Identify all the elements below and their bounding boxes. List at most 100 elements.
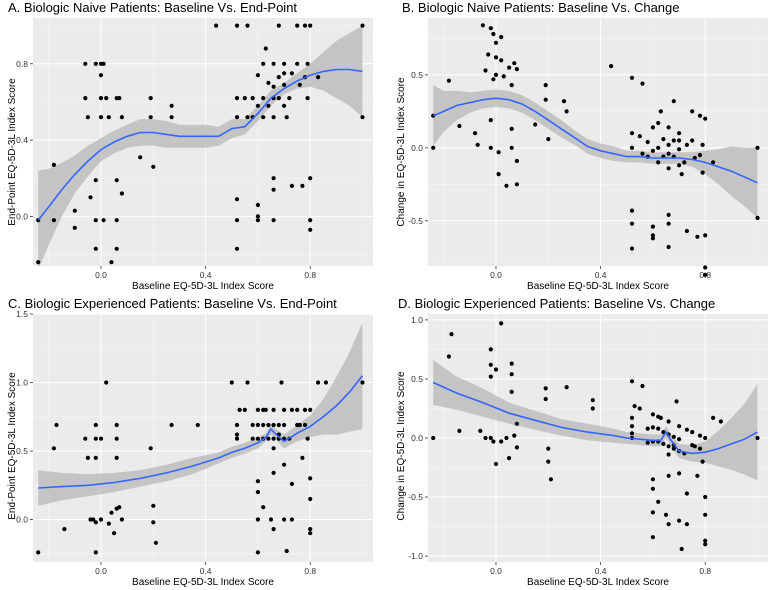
panel-b-data-point xyxy=(629,75,635,80)
panel-a-data-point xyxy=(234,218,240,223)
panel-c-data-point xyxy=(302,407,308,412)
panel-a-data-point xyxy=(138,155,143,160)
panel-c-data-point xyxy=(250,422,255,428)
panel-b-data-point xyxy=(666,125,671,130)
panel-b-data-point xyxy=(656,120,661,126)
panel-b-data-point xyxy=(666,212,671,217)
panel-c-data-point xyxy=(250,436,255,441)
panel-a-data-point xyxy=(308,218,313,223)
panel-b-data-point xyxy=(483,68,488,73)
panel-a-data-point xyxy=(282,103,287,108)
panel-b-data-point xyxy=(629,145,635,150)
panel-b-data-point xyxy=(561,99,567,104)
panel-d-data-point xyxy=(493,461,499,467)
panel-d-data-point xyxy=(674,399,679,404)
panel-a-data-point xyxy=(271,61,276,66)
panel-a-smooth-line xyxy=(37,68,363,221)
panel-b-data-point xyxy=(656,145,661,150)
panel-d-data-point xyxy=(690,430,695,435)
panel-d-data-point xyxy=(431,435,436,441)
panel-a-data-point xyxy=(234,115,240,120)
panel-d-data-point xyxy=(666,473,671,478)
panel-b-data-point xyxy=(514,158,520,164)
panel-d-data-point xyxy=(483,435,488,441)
panel-a-data-point xyxy=(276,75,281,80)
panel-b-data-point xyxy=(629,221,635,226)
panel-a-data-point xyxy=(98,115,104,120)
panel-a-data-point xyxy=(242,96,247,101)
panel-d-data-point xyxy=(700,459,705,464)
panel-a-data-point xyxy=(245,115,250,120)
panel-d-x-tick-label: 0.4 xyxy=(595,566,607,576)
panel-a-data-point xyxy=(114,218,119,223)
panel-b-data-point xyxy=(666,244,671,250)
panel-c-data-point xyxy=(93,455,98,460)
panel-d-data-point xyxy=(677,518,682,523)
panel-c-data-point xyxy=(62,527,67,532)
panel-b-title: B. Biologic Naive Patients: Baseline Vs.… xyxy=(402,0,680,15)
panel-c-data-point xyxy=(305,436,310,441)
panel-d-data-point xyxy=(656,499,661,504)
panel-c-confidence-band xyxy=(38,322,363,506)
panel-c-data-point xyxy=(51,446,57,451)
panel-b-data-point xyxy=(431,145,436,150)
panel-c-data-point xyxy=(282,422,287,428)
panel-a-data-point xyxy=(255,218,260,223)
panel-a-data-point xyxy=(93,218,98,223)
panel-b-data-point xyxy=(640,81,645,86)
panel-d-data-point xyxy=(677,437,682,442)
panel-c-data-point xyxy=(308,531,313,536)
panel-a-y-tick-label: 0.4 xyxy=(16,135,28,145)
panel-a-data-point xyxy=(72,208,77,213)
panel-d-data-point xyxy=(509,361,514,366)
panel-b-data-point xyxy=(684,142,690,147)
panel-d-data-point xyxy=(658,415,663,420)
panel-c: C. Biologic Experienced Patients: Baseli… xyxy=(7,296,373,588)
panel-a-data-point xyxy=(308,23,313,28)
panel-a-data-point xyxy=(276,23,281,28)
panel-b-data-point xyxy=(514,182,520,187)
panel-c-data-point xyxy=(153,540,158,545)
panel-a-data-point xyxy=(276,96,281,101)
panel-c-data-point xyxy=(360,380,365,385)
panel-b-data-point xyxy=(666,151,671,156)
panel-d-data-point xyxy=(666,419,671,424)
panel-b-data-point xyxy=(658,109,663,114)
panel-b-data-point xyxy=(671,99,676,104)
panel-b-data-point xyxy=(546,137,551,142)
panel-d-data-point xyxy=(449,332,454,337)
panel-b-data-point xyxy=(666,221,671,226)
panel-b-data-point xyxy=(543,83,548,88)
panel-c-data-point xyxy=(297,422,302,428)
panel-c-data-point xyxy=(271,436,276,441)
panel-c-y-tick-label: 0.0 xyxy=(16,515,28,525)
panel-c-data-point xyxy=(234,436,240,441)
panel-c-data-point xyxy=(112,531,117,536)
panel-d-data-point xyxy=(488,347,493,352)
panel-d-data-point xyxy=(645,440,650,445)
panel-a-data-point xyxy=(284,115,289,120)
panel-d-data-point xyxy=(671,446,676,451)
panel-c-x-tick-label: 0.4 xyxy=(200,566,212,576)
panel-b-data-point xyxy=(543,97,548,102)
panel-a-data-point xyxy=(282,61,287,66)
panel-a-data-point xyxy=(106,115,111,120)
panel-c-data-point xyxy=(104,380,109,385)
panel-d-data-point xyxy=(488,374,493,379)
panel-d-data-point xyxy=(684,491,690,496)
panel-b-y-tick-label: 0.5 xyxy=(411,70,423,80)
panel-d-x-tick-label: 0.0 xyxy=(490,566,502,576)
panel-d-data-point xyxy=(703,538,708,543)
panel-c-data-point xyxy=(93,436,98,441)
panel-d-data-point xyxy=(645,426,650,431)
panel-b-data-point xyxy=(496,150,501,155)
panel-c-data-point xyxy=(255,407,260,412)
panel-c-data-point xyxy=(289,407,294,412)
panel-c-data-point xyxy=(93,520,98,525)
panel-c-data-point xyxy=(98,517,104,522)
panel-b-data-point xyxy=(507,65,512,70)
panel-b-data-point xyxy=(629,208,635,213)
panel-d-data-point xyxy=(446,354,451,359)
panel-a-data-point xyxy=(271,218,276,223)
